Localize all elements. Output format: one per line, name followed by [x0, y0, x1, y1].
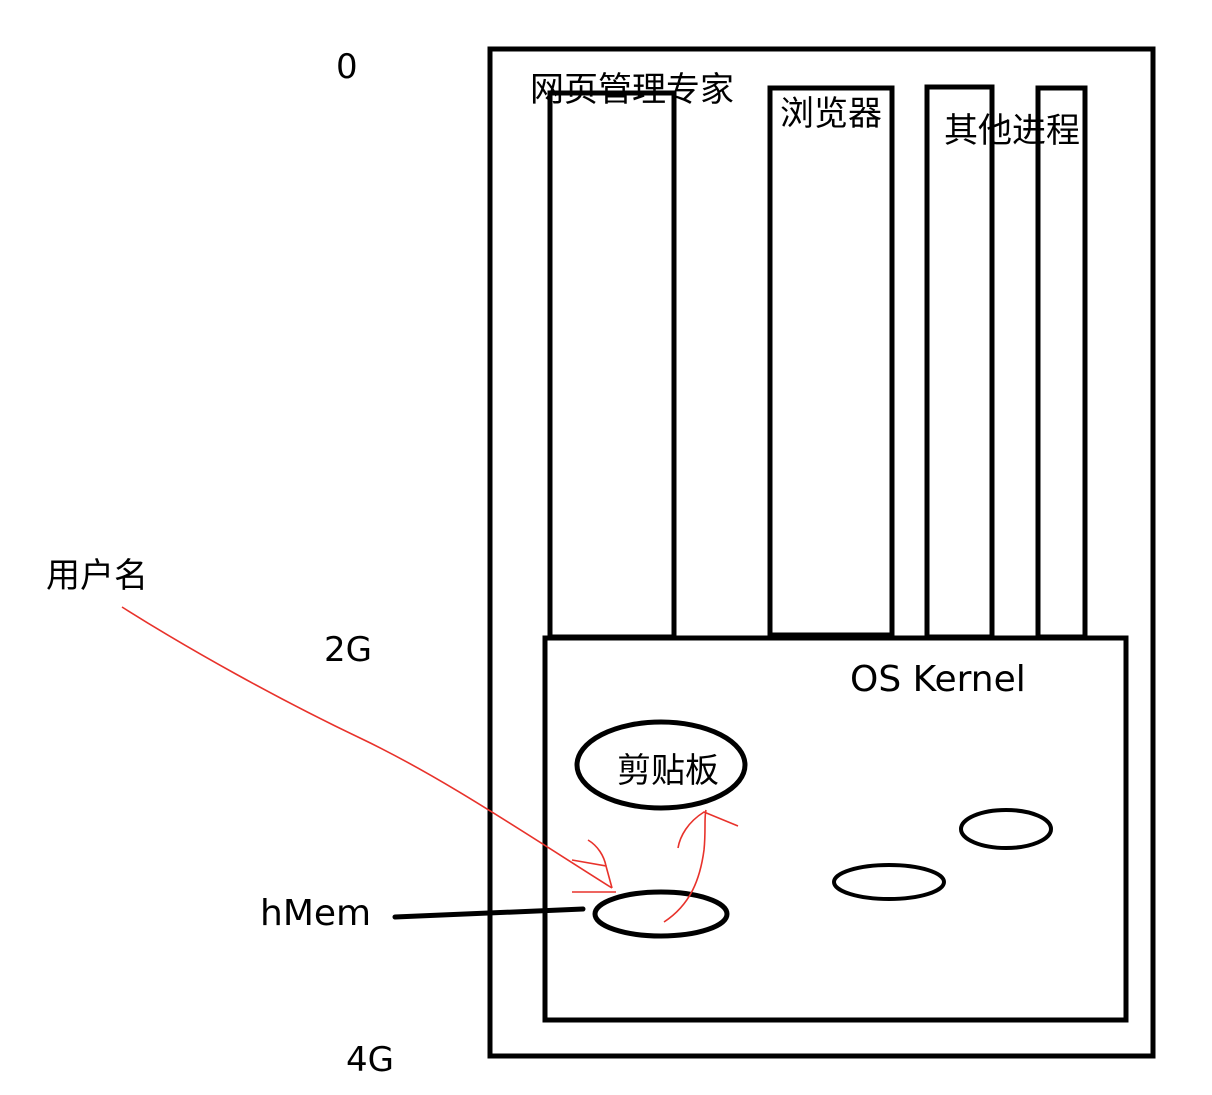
- process-column-web-manager: [547, 90, 677, 640]
- username-label: 用户名: [46, 556, 148, 596]
- hmem-pointer-line: [392, 906, 586, 920]
- hmem-label: hMem: [260, 893, 372, 934]
- process-column-browser: [767, 85, 895, 638]
- address-space-box: [487, 46, 1156, 1059]
- kernel-object-ellipse-1: [832, 863, 946, 901]
- kernel-title: OS Kernel: [850, 659, 1026, 700]
- process-column-other-1: [924, 84, 995, 640]
- process-label-other: 其他进程: [944, 111, 1080, 151]
- address-label-0: 0: [336, 47, 358, 87]
- kernel-box: [542, 635, 1129, 1023]
- process-label-web-manager: 网页管理专家: [530, 70, 734, 110]
- username-copy-arrow: [121, 606, 613, 889]
- username-copy-arrowhead-tick: [587, 839, 607, 867]
- clipboard-copy-arrowhead: [677, 811, 739, 849]
- clipboard-copy-arrow: [663, 809, 707, 923]
- clipboard-label: 剪贴板: [617, 751, 719, 791]
- process-label-browser: 浏览器: [780, 94, 882, 134]
- process-column-other-2: [1035, 85, 1088, 640]
- kernel-object-ellipse-2: [959, 808, 1053, 850]
- hmem-ellipse: [592, 889, 730, 939]
- address-label-4g: 4G: [346, 1040, 394, 1080]
- address-label-2g: 2G: [324, 630, 372, 670]
- clipboard-ellipse: [574, 719, 748, 811]
